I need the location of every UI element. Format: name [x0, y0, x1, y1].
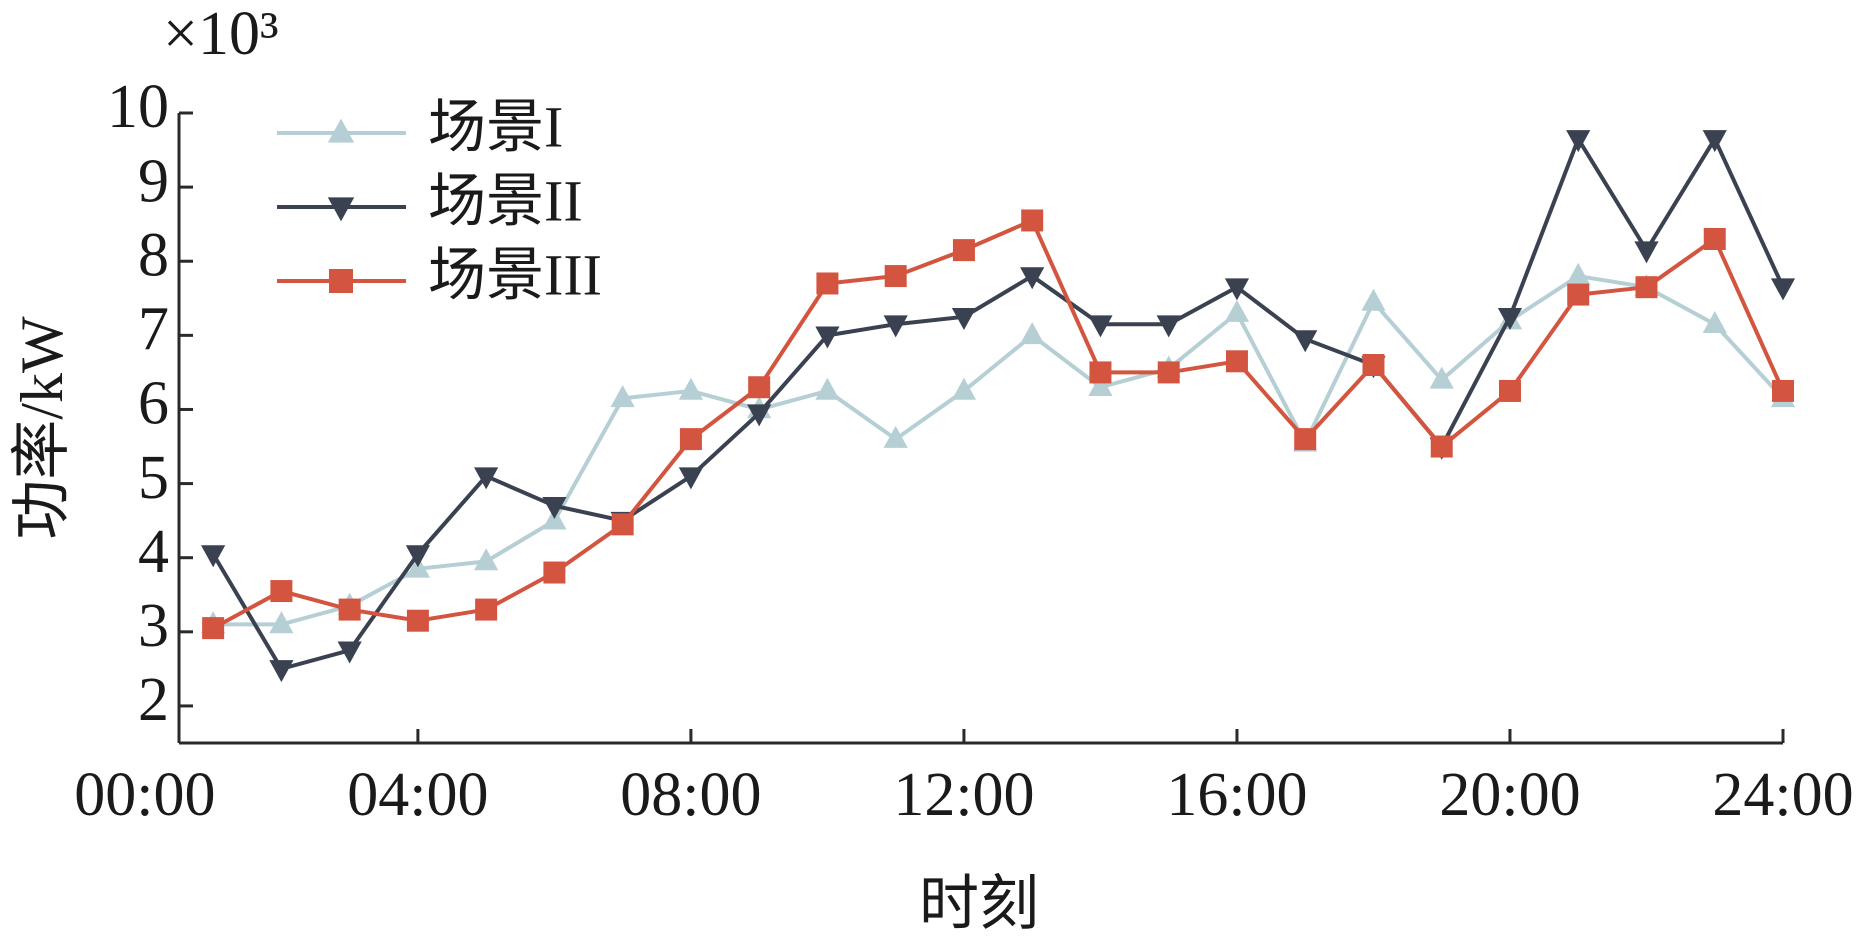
- legend-text: 场景III: [428, 242, 602, 307]
- data-point: [1294, 428, 1317, 451]
- data-point: [884, 265, 907, 288]
- legend-marker: [327, 197, 355, 222]
- y-tick-label: 3: [138, 592, 169, 660]
- data-point: [1566, 130, 1591, 153]
- data-point: [1021, 209, 1044, 232]
- data-point: [337, 641, 362, 664]
- data-point: [816, 272, 839, 295]
- data-point: [1634, 241, 1659, 264]
- series-line: [211, 136, 1785, 671]
- x-tick-label: 12:00: [893, 761, 1034, 829]
- data-point: [1770, 278, 1796, 301]
- data-point: [952, 239, 975, 262]
- data-point: [1702, 130, 1727, 153]
- data-point: [1635, 276, 1658, 299]
- data-point: [201, 545, 226, 568]
- y-tick-label: 6: [138, 370, 169, 438]
- data-point: [269, 660, 294, 683]
- y-tick-label: 5: [138, 444, 169, 512]
- data-point: [269, 611, 294, 634]
- data-point: [1156, 315, 1181, 338]
- data-point: [1088, 315, 1113, 338]
- x-tick-label: 24:00: [1712, 761, 1853, 829]
- data-point: [883, 315, 908, 338]
- data-point: [1772, 379, 1794, 402]
- data-point: [474, 467, 499, 490]
- data-point: [406, 609, 429, 632]
- x-tick-label: 04:00: [347, 761, 488, 829]
- data-point: [678, 377, 704, 400]
- data-point: [1430, 435, 1453, 458]
- data-point: [202, 617, 225, 640]
- legend-text: 场景I: [428, 94, 563, 159]
- data-point: [1020, 267, 1045, 290]
- data-point: [1020, 322, 1045, 345]
- data-point: [748, 376, 771, 399]
- y-tick-label: 9: [138, 147, 169, 215]
- data-point: [1089, 361, 1112, 384]
- series-line: [212, 218, 1785, 630]
- data-point: [1293, 330, 1318, 353]
- data-point: [951, 377, 977, 400]
- data-point: [815, 326, 840, 349]
- y-tick-label: 8: [138, 221, 169, 289]
- x-axis-label: 时刻: [919, 871, 1039, 937]
- data-point: [1224, 299, 1250, 322]
- data-point: [1702, 311, 1727, 334]
- x-tick-label: 08:00: [620, 761, 761, 829]
- data-point: [1224, 278, 1250, 301]
- legend-text: 场景II: [428, 168, 583, 233]
- data-point: [338, 598, 361, 621]
- data-point: [678, 467, 704, 490]
- data-point: [405, 545, 430, 568]
- y-tick-label: 7: [138, 296, 169, 364]
- data-point: [1567, 283, 1590, 306]
- data-point: [475, 598, 498, 621]
- data-point: [679, 428, 702, 451]
- data-point: [883, 425, 908, 448]
- data-point: [610, 385, 635, 408]
- data-point: [1429, 366, 1454, 389]
- multiplier-label: ×10³: [163, 0, 279, 68]
- x-tick-label: 16:00: [1166, 761, 1307, 829]
- data-point: [1497, 308, 1523, 331]
- data-point: [474, 548, 499, 571]
- data-point: [270, 580, 293, 603]
- y-axis-label: 功率/kW: [9, 316, 75, 540]
- legend-marker: [329, 269, 353, 293]
- data-point: [543, 561, 566, 584]
- legend-marker: [327, 118, 355, 143]
- data-point: [1361, 288, 1386, 311]
- data-point: [611, 513, 634, 536]
- data-point: [747, 404, 772, 427]
- y-tick-label: 10: [107, 73, 169, 141]
- y-tick-label: 4: [138, 518, 169, 586]
- data-point: [1088, 374, 1113, 397]
- series-line: [213, 274, 1785, 627]
- data-point: [1362, 354, 1385, 376]
- data-point: [815, 377, 840, 400]
- x-tick-label: 00:00: [74, 761, 215, 829]
- data-point: [1225, 350, 1248, 373]
- data-point: [1157, 361, 1180, 384]
- data-point: [1566, 262, 1591, 285]
- data-point: [1703, 228, 1726, 250]
- data-point: [542, 497, 567, 520]
- y-tick-label: 2: [138, 666, 169, 734]
- data-point: [951, 308, 977, 331]
- data-point: [1498, 379, 1521, 402]
- x-tick-label: 20:00: [1439, 761, 1580, 829]
